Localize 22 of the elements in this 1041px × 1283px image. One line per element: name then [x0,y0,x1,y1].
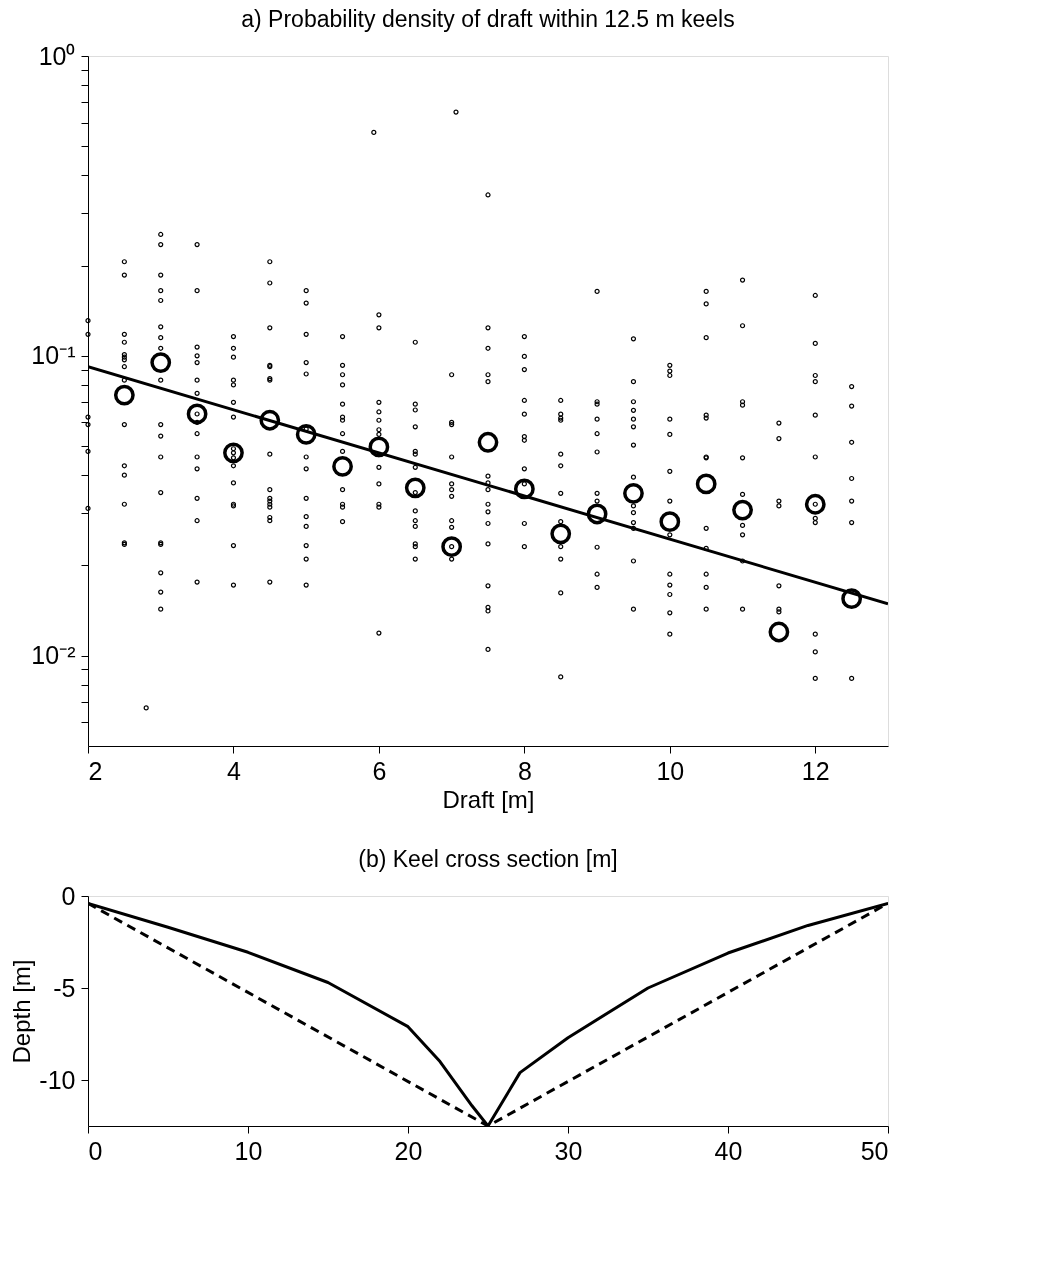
y-tick-label: 0 [61,881,76,910]
x-tick-label: 10 [656,756,685,785]
chart-title: a) Probability density of draft within 12.5 m keels [241,6,735,32]
x-tick-label: 10 [234,1136,263,1165]
y-tick-label: 10⁻¹ [31,341,76,370]
x-tick-label: 4 [227,756,241,785]
chart-title: (b) Keel cross section [m] [358,846,618,872]
x-tick-label: 20 [394,1136,423,1165]
x-tick-label: 30 [554,1136,583,1165]
y-tick-label: -10 [39,1065,76,1094]
y-tick-label: 10⁰ [38,41,76,70]
x-tick-label: 50 [860,1136,889,1165]
x-axis-title: Draft [m] [442,785,535,813]
x-tick-label: 40 [714,1136,743,1165]
y-tick-label: 10⁻² [31,641,76,670]
x-tick-label: 6 [372,756,387,785]
x-tick-label: 8 [517,756,532,785]
x-tick-label: 0 [88,1136,103,1165]
y-axis-title: Depth [m] [8,959,36,1064]
x-tick-label: 12 [801,756,830,785]
y-tick-label: -5 [53,973,76,1002]
x-tick-label: 2 [88,756,103,785]
